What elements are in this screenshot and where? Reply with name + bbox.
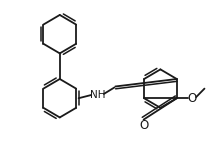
Text: O: O [187, 92, 197, 105]
Text: NH: NH [90, 90, 105, 100]
Text: O: O [139, 119, 148, 132]
